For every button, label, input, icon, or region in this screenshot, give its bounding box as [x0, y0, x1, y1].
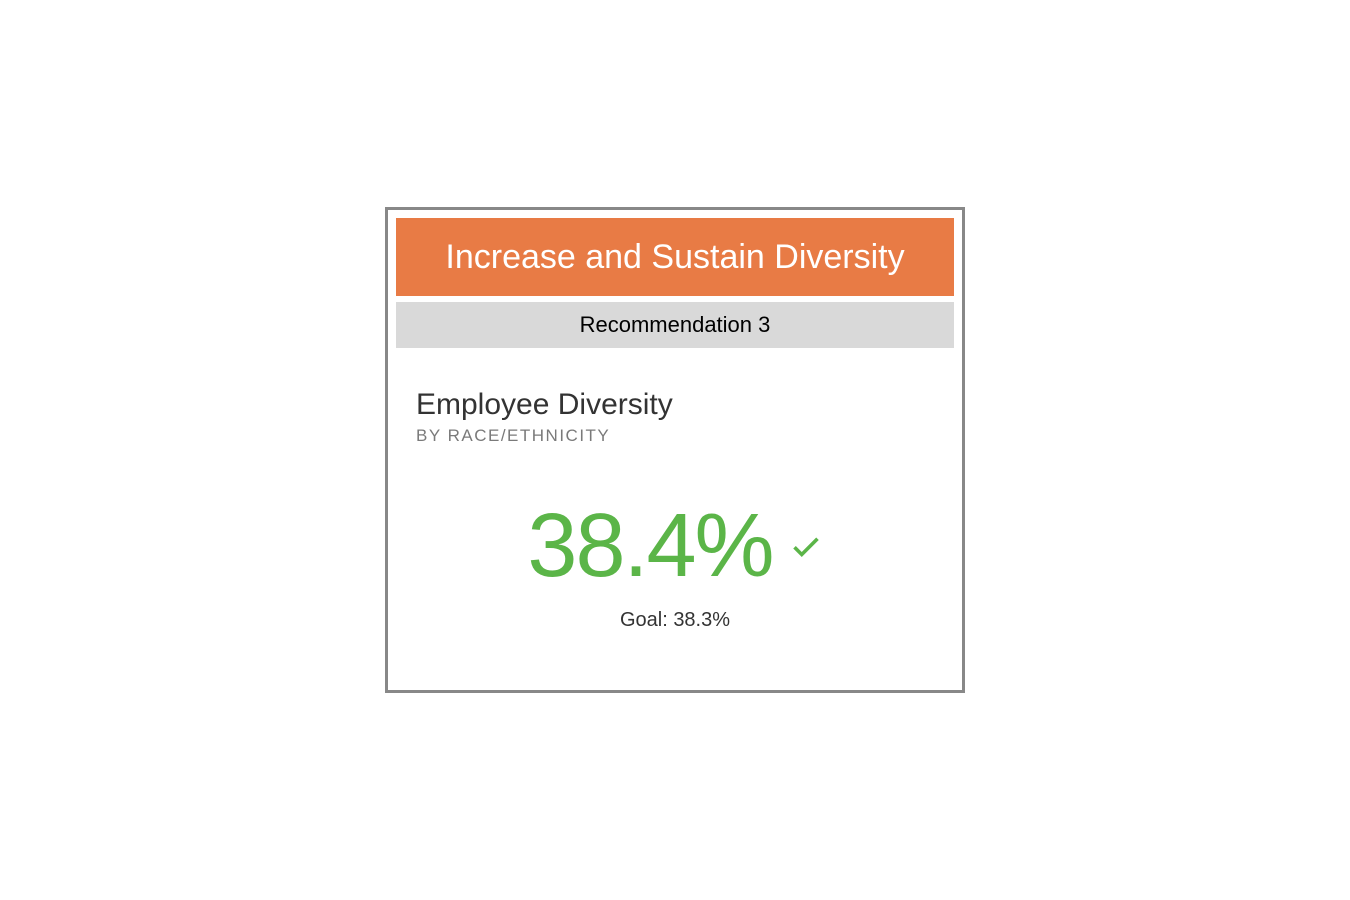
card-body: Employee Diversity BY RACE/ETHNICITY 38.… — [396, 348, 954, 682]
card-header-title: Increase and Sustain Diversity — [396, 218, 954, 297]
metric-title: Employee Diversity — [416, 388, 934, 422]
metric-value: 38.4% — [527, 501, 772, 591]
metric-value-row: 38.4% — [416, 501, 934, 591]
kpi-card: Increase and Sustain Diversity Recommend… — [385, 207, 965, 694]
metric-subtitle: BY RACE/ETHNICITY — [416, 426, 934, 446]
card-subheader-label: Recommendation 3 — [396, 302, 954, 348]
check-icon — [789, 529, 823, 563]
metric-goal-label: Goal: 38.3% — [416, 609, 934, 632]
